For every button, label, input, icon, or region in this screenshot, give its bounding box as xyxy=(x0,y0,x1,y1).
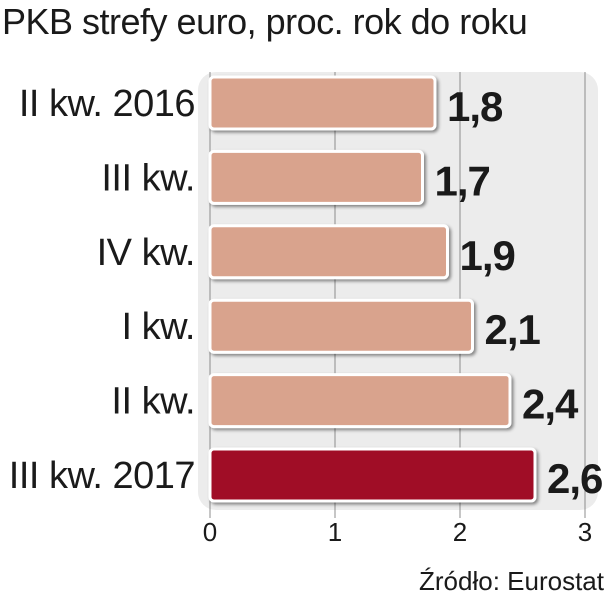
gridlines xyxy=(209,72,586,518)
bars: II kw. 2016 1,8 III kw. 1,7 IV kw. 1,9 I kw. 2,… xyxy=(9,75,603,503)
bar xyxy=(208,224,449,280)
category-label: II kw. xyxy=(111,381,195,423)
value-label: 1,8 xyxy=(447,83,503,130)
bar xyxy=(208,75,437,131)
value-label: 2,4 xyxy=(522,381,579,428)
value-label: 2,6 xyxy=(547,455,602,502)
bar xyxy=(208,373,512,429)
source-note: Źródło: Eurostat xyxy=(419,566,605,596)
bar xyxy=(208,298,474,354)
x-axis-ticks: 0 1 2 3 xyxy=(203,517,592,547)
x-tick-label: 3 xyxy=(578,517,592,547)
category-label: IV kw. xyxy=(97,232,195,274)
category-label: III kw. 2017 xyxy=(9,455,195,497)
category-label: I kw. xyxy=(121,306,195,348)
category-label: II kw. 2016 xyxy=(19,83,195,125)
bar xyxy=(208,149,424,205)
value-label: 1,7 xyxy=(435,157,490,204)
x-tick-label: 0 xyxy=(203,517,217,547)
plot-panel xyxy=(198,72,598,510)
x-tick-label: 2 xyxy=(453,517,467,547)
bar xyxy=(208,447,537,503)
value-label: 2,1 xyxy=(485,306,541,353)
x-tick-label: 1 xyxy=(328,517,342,547)
chart-title: PKB strefy euro, proc. rok do roku xyxy=(2,1,527,42)
category-label: III kw. xyxy=(101,157,195,199)
value-label: 1,9 xyxy=(460,232,515,279)
